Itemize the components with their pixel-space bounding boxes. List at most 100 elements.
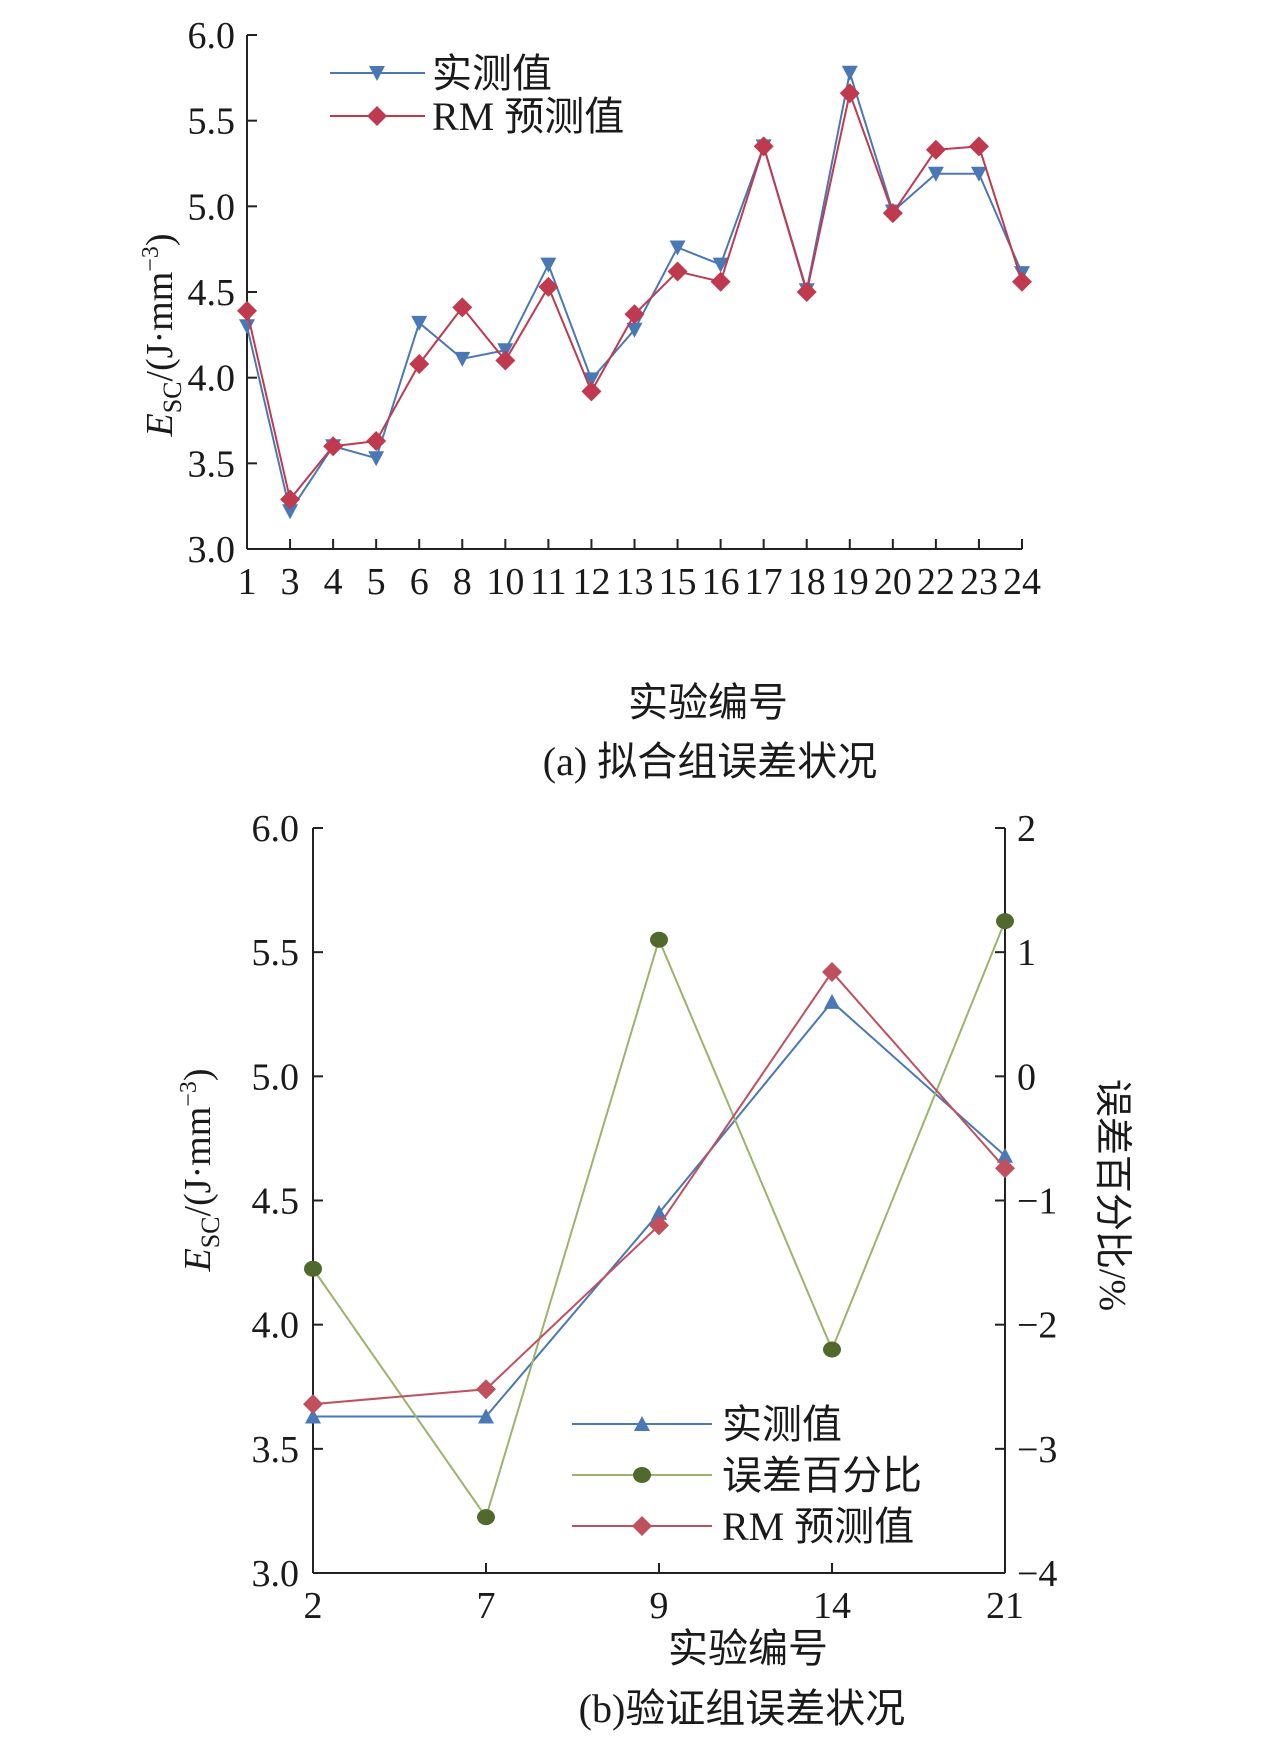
chart-b-axes: 3.0 3.5 4.0 4.5 5.0 5.5 6.0 −4 −3 −2 −1 0 1 2 2 7 9 14 21 [252, 808, 1058, 1627]
chart-a-point [925, 139, 946, 160]
chart-a-point [710, 271, 731, 292]
chart-a-x-tick-label: 17 [745, 561, 783, 603]
chart-a-point [624, 304, 645, 325]
chart-a-point [368, 451, 385, 467]
chart-a-point [927, 166, 944, 182]
chart-b-point [822, 962, 842, 983]
chart-a-point [970, 166, 987, 182]
chart-b-right-tick-label: 1 [1017, 932, 1036, 974]
chart-a-x-tick-label: 8 [453, 561, 472, 603]
chart-b-point [651, 1204, 667, 1220]
chart-b-x-tick-label: 2 [304, 1585, 323, 1627]
chart-b-y-axis-label: ESC/(J·mm−3) [176, 1068, 225, 1272]
chart-a-x-tick-label: 4 [324, 561, 343, 603]
chart-b-point [996, 913, 1014, 930]
chart-b-point [477, 1509, 495, 1526]
chart-a-x-tick-label: 3 [281, 561, 300, 603]
chart-b-right-tick-label: −1 [1017, 1181, 1057, 1223]
chart-a-series [237, 65, 1032, 520]
chart-b-right-axis-label: 误差百分比/% [1091, 1079, 1133, 1311]
chart-a-point [323, 436, 344, 457]
chart-b-point [824, 993, 840, 1009]
chart-a-legend-label: 实测值 [432, 51, 552, 96]
chart-b-x-tick-label: 7 [477, 1585, 496, 1627]
chart-b-x-axis-label: 实验编号 [668, 1626, 828, 1671]
chart-a-point [282, 504, 299, 520]
chart-a-point [237, 300, 257, 321]
chart-a-point [538, 276, 559, 297]
chart-a-point [495, 350, 516, 371]
chart-a-axes: 3.03.54.04.55.05.56.01 3 4 5 6 8 10 11 12 13 15 16 1… [188, 15, 1042, 603]
chart-a-point [540, 257, 557, 273]
chart-a-y-tick-label: 3.0 [188, 529, 236, 571]
chart-b-legend-label: 实测值 [722, 1402, 842, 1447]
chart-a-point [411, 315, 428, 331]
chart-b-y-tick-label: 5.5 [252, 932, 300, 974]
chart-b-legend-marker [634, 1416, 650, 1431]
chart-b-right-tick-label: −2 [1017, 1305, 1057, 1347]
chart-a-point [753, 136, 774, 157]
chart-a: 3.03.54.04.55.05.56.01 3 4 5 6 8 10 11 12 13 15 16 1… [138, 15, 1041, 784]
chart-a-y-tick-label: 3.5 [188, 443, 236, 485]
chart-a-legend-marker [367, 106, 387, 126]
chart-b-y-tick-label: 3.0 [252, 1553, 300, 1595]
chart-a-x-tick-label: 19 [831, 561, 869, 603]
chart-a-x-tick-label: 16 [702, 561, 740, 603]
chart-a-point [452, 297, 473, 318]
chart-a-x-tick-label: 15 [659, 561, 697, 603]
chart-a-point [409, 353, 430, 374]
chart-b-x-tick-label: 9 [650, 1585, 669, 1627]
chart-b-right-tick-label: −3 [1017, 1429, 1057, 1471]
chart-a-x-tick-label: 12 [572, 561, 610, 603]
chart-a-point [626, 322, 643, 338]
chart-a-x-tick-label: 5 [367, 561, 386, 603]
chart-a-x-tick-label: 11 [530, 561, 567, 603]
chart-a-x-tick-label: 24 [1003, 561, 1041, 603]
chart-b-point [303, 1394, 323, 1415]
chart-a-point [968, 136, 989, 157]
chart-b-x-tick-label: 21 [986, 1585, 1024, 1627]
chart-a-point [712, 257, 729, 273]
chart-a-point [667, 261, 688, 282]
chart-b-legend-label: 误差百分比 [722, 1453, 922, 1498]
chart-a-point [366, 431, 387, 452]
chart-b-point [478, 1408, 494, 1424]
chart-a-point [239, 319, 255, 335]
chart-a-point [841, 65, 858, 81]
chart-b-point [304, 1260, 322, 1277]
chart-a-point [882, 203, 903, 224]
chart-b-point [997, 1147, 1013, 1163]
chart-b-point [650, 931, 668, 948]
chart-b-right-tick-label: 0 [1017, 1056, 1036, 1098]
chart-a-x-tick-label: 13 [616, 561, 654, 603]
chart-b-y-tick-label: 6.0 [252, 808, 300, 850]
chart-b-point [476, 1379, 496, 1400]
chart-b-series-line [312, 970, 1006, 1406]
chart-a-x-tick-label: 18 [788, 561, 826, 603]
chart-b-y-tick-label: 3.5 [252, 1429, 300, 1471]
chart-b-series [303, 913, 1015, 1526]
chart-a-x-tick-label: 23 [960, 561, 998, 603]
chart-a-caption: (a) 拟合组误差状况 [543, 739, 877, 784]
chart-a-y-tick-label: 5.5 [188, 101, 236, 143]
chart-b-right-tick-label: 2 [1017, 808, 1036, 850]
chart-a-x-tick-label: 10 [486, 561, 524, 603]
chart-a-y-tick-label: 4.5 [188, 272, 236, 314]
chart-a-point [796, 282, 817, 302]
chart-a-x-tick-label: 20 [874, 561, 912, 603]
chart-a-series-line [246, 72, 1023, 514]
chart-a-y-tick-label: 6.0 [188, 15, 236, 57]
chart-a-point [583, 372, 600, 388]
chart-b-y-tick-label: 5.0 [252, 1056, 300, 1098]
chart-a-point [280, 489, 301, 510]
chart-b-legend-marker [633, 1467, 651, 1483]
chart-b-legend-label: RM 预测值 [722, 1504, 914, 1549]
chart-b-right-tick-label: −4 [1017, 1553, 1057, 1595]
chart-a-point [669, 240, 686, 256]
chart-a-series-line [246, 89, 1023, 502]
chart-b-point [305, 1408, 321, 1424]
chart-a-point [581, 381, 602, 402]
chart-b-x-tick-label: 14 [813, 1585, 851, 1627]
